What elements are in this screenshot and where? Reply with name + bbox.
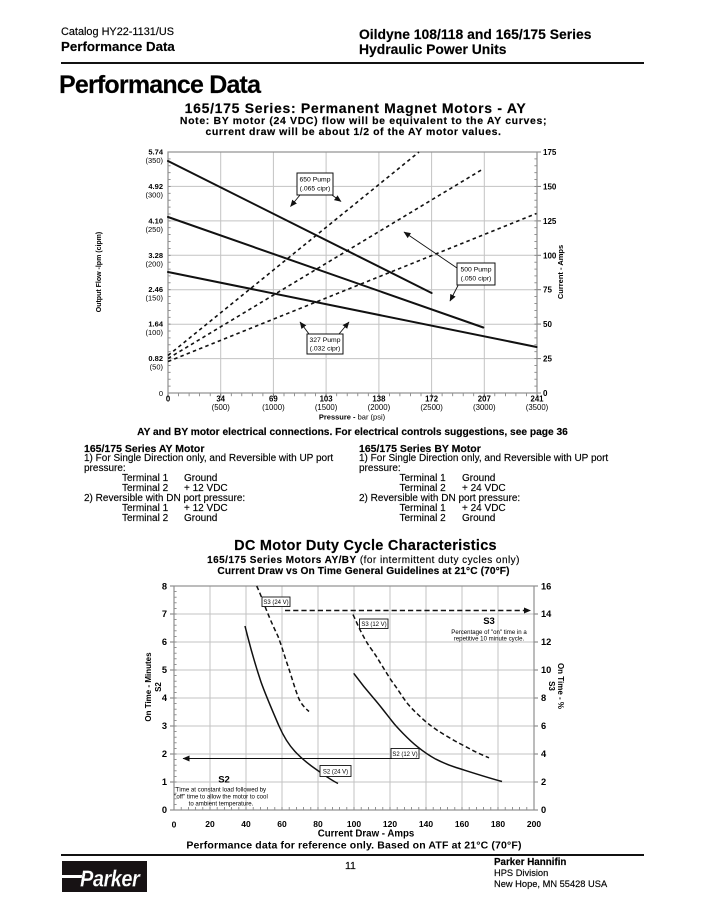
svg-text:3.28: 3.28 — [148, 251, 163, 260]
svg-text:1.64: 1.64 — [148, 320, 163, 329]
svg-text:On Time - %: On Time - % — [556, 663, 565, 709]
svg-text:On Time - Minutes: On Time - Minutes — [144, 652, 153, 722]
svg-text:40: 40 — [241, 819, 251, 829]
svg-text:(500): (500) — [212, 403, 231, 412]
svg-text:(350): (350) — [145, 156, 163, 165]
svg-text:(250): (250) — [145, 225, 163, 234]
svg-text:140: 140 — [419, 819, 433, 829]
svg-text:Pressure - bar (psi): Pressure - bar (psi) — [319, 413, 386, 422]
svg-text:S2 (24 V): S2 (24 V) — [323, 769, 348, 775]
svg-text:S3 (24 V): S3 (24 V) — [263, 600, 288, 606]
svg-text:100: 100 — [543, 251, 557, 260]
svg-text:0: 0 — [162, 805, 167, 815]
svg-text:150: 150 — [543, 182, 557, 191]
svg-text:Performance data for reference: Performance data for reference only. Bas… — [186, 840, 521, 852]
svg-text:"off" time to allow the motor: "off" time to allow the motor to cool — [174, 794, 268, 801]
svg-text:2: 2 — [541, 777, 546, 787]
svg-text:125: 125 — [543, 217, 557, 226]
svg-text:0: 0 — [172, 820, 177, 830]
svg-text:S2: S2 — [218, 775, 230, 786]
svg-text:25: 25 — [543, 355, 552, 364]
svg-text:200: 200 — [527, 819, 541, 829]
svg-text:50: 50 — [543, 320, 552, 329]
svg-text:4.92: 4.92 — [148, 182, 163, 191]
svg-text:180: 180 — [491, 819, 505, 829]
svg-text:Current Draw - Amps: Current Draw - Amps — [318, 829, 415, 840]
svg-text:5: 5 — [162, 665, 167, 675]
svg-text:3: 3 — [162, 721, 167, 731]
svg-text:500 Pump: 500 Pump — [461, 267, 492, 274]
svg-text:1: 1 — [162, 777, 167, 787]
svg-text:(100): (100) — [145, 328, 163, 337]
svg-text:S3: S3 — [547, 681, 556, 691]
svg-text:Current - Amps: Current - Amps — [556, 245, 565, 299]
svg-text:100: 100 — [347, 819, 361, 829]
svg-text:8: 8 — [162, 582, 167, 592]
svg-text:(150): (150) — [145, 294, 163, 303]
svg-text:175: 175 — [543, 148, 557, 157]
svg-text:80: 80 — [313, 819, 323, 829]
svg-text:650 Pump: 650 Pump — [300, 177, 331, 184]
svg-text:120: 120 — [383, 819, 397, 829]
svg-text:(50): (50) — [150, 363, 164, 372]
svg-text:(.032 cipr): (.032 cipr) — [310, 346, 341, 353]
svg-text:(2000): (2000) — [368, 403, 391, 412]
svg-text:20: 20 — [205, 819, 215, 829]
svg-text:to ambient temperature.: to ambient temperature. — [189, 801, 254, 808]
svg-text:14: 14 — [541, 609, 552, 619]
svg-text:10: 10 — [541, 665, 551, 675]
svg-text:0: 0 — [159, 389, 163, 398]
svg-text:160: 160 — [455, 819, 469, 829]
svg-text:103: 103 — [320, 395, 334, 404]
svg-text:207: 207 — [478, 395, 491, 404]
svg-text:60: 60 — [277, 819, 287, 829]
svg-text:6: 6 — [541, 721, 546, 731]
svg-text:(.065 cipr): (.065 cipr) — [300, 186, 331, 193]
svg-text:8: 8 — [541, 693, 546, 703]
svg-text:34: 34 — [216, 395, 225, 404]
svg-text:172: 172 — [425, 395, 439, 404]
svg-text:(.050 cipr): (.050 cipr) — [461, 276, 492, 283]
svg-text:7: 7 — [162, 609, 167, 619]
svg-text:S2 (12 V): S2 (12 V) — [392, 752, 417, 758]
svg-text:0.82: 0.82 — [148, 354, 163, 363]
svg-text:(2500): (2500) — [420, 403, 443, 412]
svg-text:(1000): (1000) — [262, 403, 285, 412]
svg-text:(1500): (1500) — [315, 403, 338, 412]
svg-text:75: 75 — [543, 286, 552, 295]
svg-text:12: 12 — [541, 637, 551, 647]
svg-text:Percentage of "on" time in a: Percentage of "on" time in a — [451, 629, 527, 636]
svg-text:Output Flow -lpm (cipm): Output Flow -lpm (cipm) — [96, 232, 103, 313]
svg-text:138: 138 — [372, 395, 386, 404]
svg-text:0: 0 — [541, 805, 546, 815]
svg-text:Time at constant load followed: Time at constant load followed by — [176, 787, 267, 794]
svg-text:(3000): (3000) — [473, 403, 496, 412]
svg-text:16: 16 — [541, 582, 551, 592]
svg-text:(300): (300) — [145, 190, 163, 199]
svg-text:327 Pump: 327 Pump — [310, 337, 341, 344]
svg-text:2.46: 2.46 — [148, 285, 163, 294]
svg-text:5.74: 5.74 — [148, 148, 163, 157]
svg-text:S3: S3 — [483, 616, 495, 627]
svg-text:S3 (12 V): S3 (12 V) — [361, 622, 386, 628]
svg-text:69: 69 — [269, 395, 278, 404]
svg-text:4: 4 — [541, 749, 547, 759]
svg-text:0: 0 — [166, 395, 171, 404]
svg-text:4.10: 4.10 — [148, 216, 163, 225]
svg-text:2: 2 — [162, 749, 167, 759]
svg-text:0: 0 — [543, 389, 548, 398]
svg-text:6: 6 — [162, 637, 167, 647]
svg-text:(3500): (3500) — [526, 403, 549, 412]
svg-text:241: 241 — [530, 395, 544, 404]
svg-text:(200): (200) — [145, 259, 163, 268]
svg-text:S2: S2 — [154, 682, 163, 692]
svg-text:repetitive 10 minute cycle.: repetitive 10 minute cycle. — [454, 635, 525, 642]
svg-text:4: 4 — [162, 693, 168, 703]
